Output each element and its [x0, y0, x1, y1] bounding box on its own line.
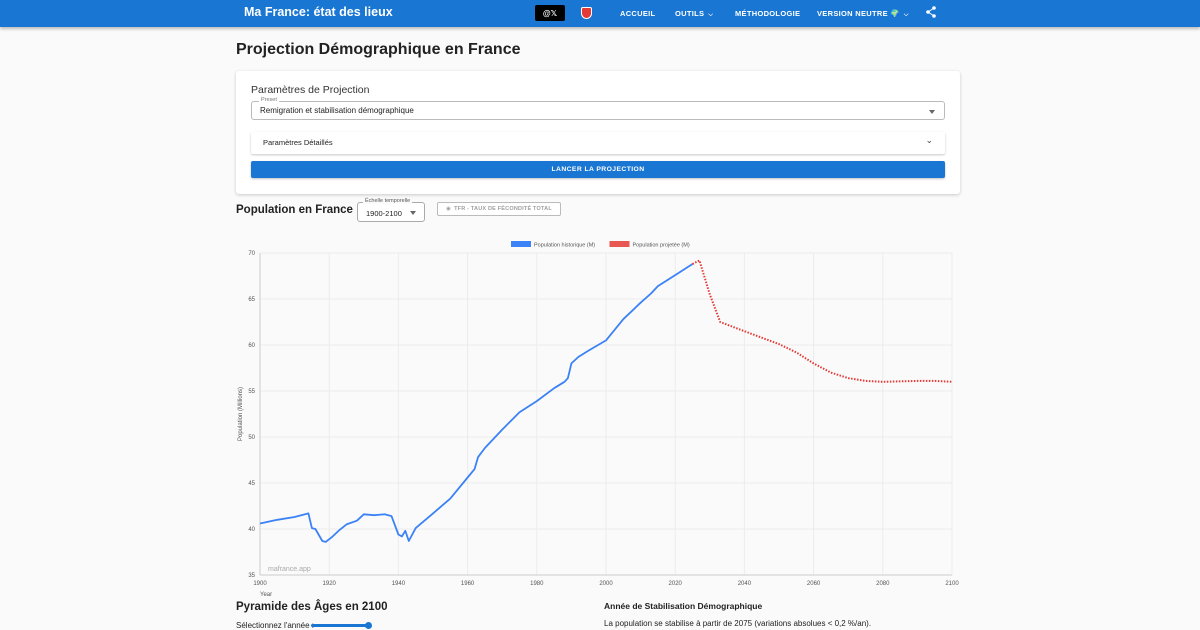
- top-app-bar: Ma France: état des lieux @𝕏 ACCUEIL OUT…: [0, 0, 1200, 27]
- legend-label: Population historique (M): [534, 243, 595, 249]
- chevron-down-icon: ⌵: [903, 12, 909, 18]
- x-tick-label: 2100: [945, 581, 959, 587]
- page-title: Projection Démographique en France: [236, 41, 521, 58]
- detailed-params-accordion[interactable]: Paramètres Détaillés ⌄: [251, 132, 945, 154]
- y-tick-label: 60: [248, 343, 255, 349]
- nav-methodologie[interactable]: MÉTHODOLOGIE: [735, 9, 801, 18]
- chart-series: [259, 259, 953, 543]
- projection-params-card: Paramètres de Projection Preset Remigrat…: [236, 71, 960, 194]
- x-tick-label: 1980: [530, 581, 544, 587]
- stabilization-title: Année de Stabilisation Démographique: [604, 601, 763, 611]
- y-tick-label: 35: [248, 573, 255, 579]
- population-chart: 1900 1920 1940 1960 1980 2000 2020 2040 2060 2080…: [238, 241, 959, 598]
- x-tick-label: 2000: [599, 581, 613, 587]
- brand-title[interactable]: Ma France: état des lieux: [244, 5, 393, 19]
- preset-value: Remigration et stabilisation démographiq…: [260, 106, 414, 115]
- card-title: Paramètres de Projection: [251, 84, 370, 96]
- x-tick-label: 2060: [807, 581, 821, 587]
- chart-grid: [259, 252, 953, 576]
- x-tick-label: 1900: [253, 581, 267, 587]
- x-tick-label: 1960: [461, 581, 475, 587]
- population-section-title: Population en France: [236, 204, 353, 216]
- nav-outils[interactable]: OUTILS ⌵: [675, 9, 714, 18]
- x-tick-label: 2080: [876, 581, 890, 587]
- preset-select[interactable]: Preset Remigration et stabilisation démo…: [251, 97, 945, 120]
- legend-label: Population projetée (M): [633, 243, 690, 249]
- x-social-button[interactable]: @𝕏: [535, 5, 565, 21]
- historical-population-line: [259, 263, 693, 543]
- y-tick-label: 65: [248, 297, 255, 303]
- y-tick-label: 40: [248, 527, 255, 533]
- chevron-down-icon: ⌄: [925, 135, 933, 145]
- chart-legend[interactable]: Population historique (M) Population proj…: [511, 241, 690, 249]
- x-tick-label: 2040: [738, 581, 752, 587]
- x-tick-label: 2020: [669, 581, 683, 587]
- y-tick-label: 55: [248, 389, 255, 395]
- caret-down-icon: [929, 110, 935, 114]
- y-axis-title: Population (Millions): [238, 387, 244, 441]
- year-slider-label: Sélectionnez l'année :: [236, 621, 315, 630]
- y-tick-label: 70: [248, 251, 255, 257]
- shield-icon[interactable]: [581, 7, 592, 19]
- y-tick-label: 50: [248, 435, 255, 441]
- time-scale-label: Échelle temporelle: [363, 198, 413, 204]
- x-axis-title: Year: [260, 592, 272, 598]
- legend-swatch: [511, 241, 531, 247]
- year-slider-thumb[interactable]: [365, 622, 372, 629]
- stabilization-text: La population se stabilise à partir de 2…: [604, 619, 872, 628]
- preset-label: Preset: [259, 97, 279, 103]
- projected-population-line: [692, 259, 953, 383]
- tfr-toggle-button[interactable]: ◉ TFR - TAUX DE FÉCONDITÉ TOTAL: [437, 202, 561, 216]
- nav-accueil[interactable]: ACCUEIL: [620, 9, 656, 18]
- eye-off-icon: ◉: [446, 206, 452, 212]
- chevron-down-icon: ⌵: [708, 12, 714, 18]
- x-tick-label: 1940: [392, 581, 406, 587]
- chart-axes: 1900 1920 1940 1960 1980 2000 2020 2040 2060 2080…: [238, 251, 959, 598]
- pyramid-title: Pyramide des Âges en 2100: [236, 601, 388, 613]
- time-scale-select[interactable]: Échelle temporelle 1900-2100: [357, 198, 425, 222]
- x-tick-label: 1920: [323, 581, 337, 587]
- y-tick-label: 45: [248, 481, 255, 487]
- legend-swatch: [609, 241, 630, 247]
- year-slider-track[interactable]: [311, 624, 369, 627]
- details-label: Paramètres Détaillés: [263, 138, 333, 147]
- caret-down-icon: [410, 211, 416, 215]
- share-icon[interactable]: [924, 5, 938, 19]
- time-scale-value: 1900-2100: [366, 209, 402, 218]
- nav-version-neutre[interactable]: VERSION NEUTRE 🌍 ⌵: [817, 9, 909, 18]
- chart-watermark: mafrance.app: [268, 566, 311, 573]
- launch-projection-button[interactable]: LANCER LA PROJECTION: [251, 161, 945, 178]
